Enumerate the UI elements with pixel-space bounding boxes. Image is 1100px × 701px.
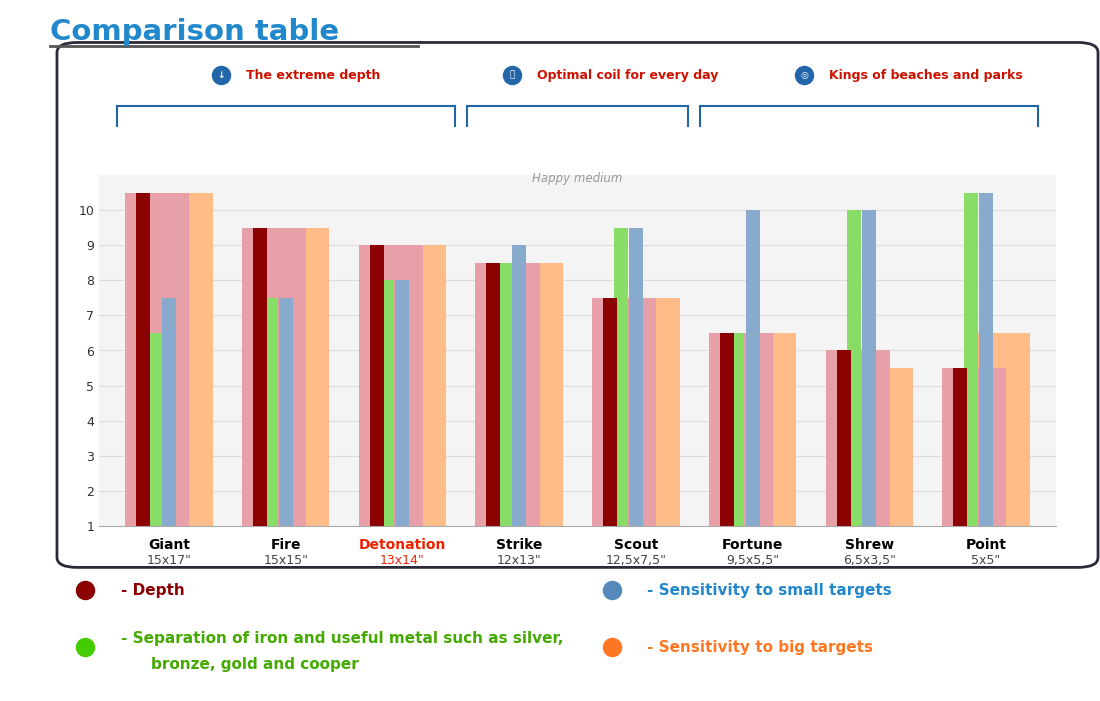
Bar <box>708 333 773 561</box>
Text: 9,5x5,5": 9,5x5,5" <box>726 554 779 567</box>
Bar <box>382 245 447 561</box>
Bar <box>592 298 657 561</box>
Text: 12,5x7,5": 12,5x7,5" <box>605 554 667 567</box>
Bar <box>125 193 189 561</box>
Bar <box>242 228 306 561</box>
Bar <box>513 245 526 561</box>
Bar <box>162 298 176 561</box>
Bar <box>730 333 745 561</box>
Text: 15x17": 15x17" <box>146 554 191 567</box>
Bar <box>615 298 680 561</box>
Bar <box>943 368 1006 561</box>
Bar <box>979 193 993 561</box>
Bar <box>964 193 978 561</box>
Bar <box>278 298 293 561</box>
Text: The extreme depth: The extreme depth <box>245 69 381 82</box>
Bar <box>614 228 628 561</box>
Bar <box>966 333 1030 561</box>
Bar <box>136 193 151 561</box>
Bar <box>746 210 760 561</box>
Text: bronze, gold and cooper: bronze, gold and cooper <box>151 658 359 672</box>
Bar <box>629 228 642 561</box>
Text: Giant: Giant <box>148 538 190 552</box>
Bar <box>359 245 422 561</box>
Bar <box>486 263 500 561</box>
Text: ⏸: ⏸ <box>509 71 515 80</box>
Bar <box>862 210 877 561</box>
Bar <box>603 298 617 561</box>
Bar <box>148 193 212 561</box>
Bar <box>497 263 512 561</box>
Bar <box>395 280 409 561</box>
Text: 13x14": 13x14" <box>381 554 425 567</box>
Bar <box>147 333 161 561</box>
Text: Detonation: Detonation <box>359 538 447 552</box>
Bar <box>253 228 267 561</box>
Text: 12x13": 12x13" <box>497 554 541 567</box>
Text: Fire: Fire <box>271 538 301 552</box>
Bar <box>954 368 967 561</box>
Text: - Depth: - Depth <box>121 583 185 597</box>
Text: - Sensitivity to big targets: - Sensitivity to big targets <box>647 640 873 655</box>
Text: Comparison table: Comparison table <box>50 18 339 46</box>
Text: Optimal coil for every day: Optimal coil for every day <box>538 69 718 82</box>
Bar <box>370 245 384 561</box>
Text: 15x15": 15x15" <box>263 554 308 567</box>
Text: Happy medium: Happy medium <box>532 172 623 185</box>
Text: 6,5x3,5": 6,5x3,5" <box>843 554 895 567</box>
Bar <box>719 333 734 561</box>
Text: Fortune: Fortune <box>722 538 783 552</box>
Text: Scout: Scout <box>614 538 658 552</box>
Text: - Sensitivity to small targets: - Sensitivity to small targets <box>647 583 892 597</box>
Bar <box>498 263 563 561</box>
Bar <box>475 263 540 561</box>
Bar <box>381 280 394 561</box>
Text: ◎: ◎ <box>801 71 808 80</box>
Bar <box>837 350 850 561</box>
Text: Strike: Strike <box>496 538 542 552</box>
Bar <box>849 368 913 561</box>
Bar <box>264 298 277 561</box>
Text: Kings of beaches and parks: Kings of beaches and parks <box>829 69 1023 82</box>
Text: - Separation of iron and useful metal such as silver,: - Separation of iron and useful metal su… <box>121 631 563 646</box>
Text: 5x5": 5x5" <box>971 554 1001 567</box>
Text: Shrew: Shrew <box>845 538 894 552</box>
Bar <box>847 210 861 561</box>
Text: Point: Point <box>966 538 1006 552</box>
Bar <box>733 333 796 561</box>
Text: ↓: ↓ <box>217 71 224 80</box>
Bar <box>265 228 330 561</box>
Bar <box>825 350 890 561</box>
